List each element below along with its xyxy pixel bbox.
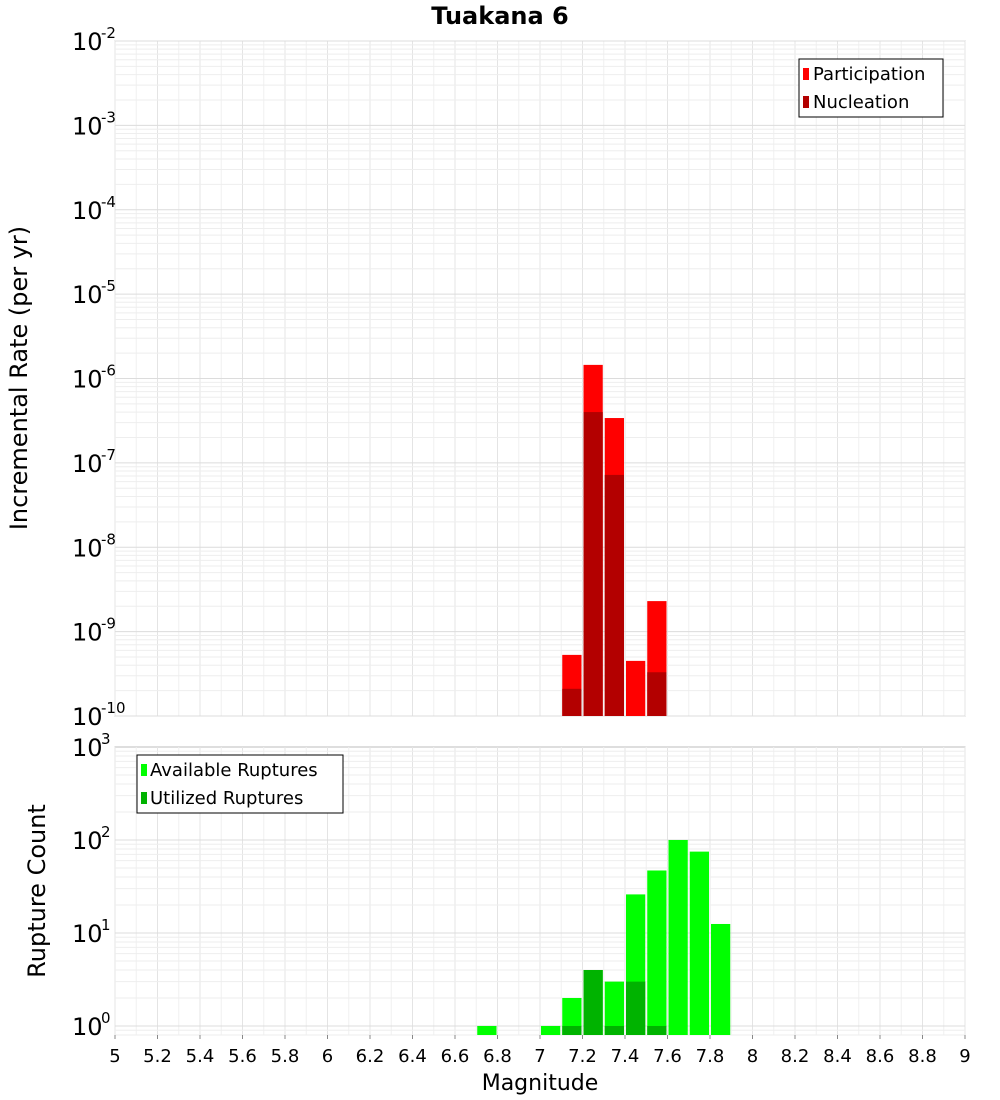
y-tick-exponent: -7 (101, 446, 116, 464)
x-tick-label: 5.6 (228, 1046, 257, 1067)
x-tick-label: 5.8 (271, 1046, 300, 1067)
x-tick-label: 8.4 (823, 1046, 852, 1067)
y-tick-exponent: 3 (101, 730, 111, 748)
count-bars (477, 839, 731, 1035)
y-tick-exponent: 2 (101, 823, 111, 841)
rate-panel: 10-210-310-410-510-610-710-810-910-10 In… (5, 24, 966, 731)
y-tick-label: 10 (72, 112, 103, 140)
x-tick-label: 7.2 (568, 1046, 597, 1067)
magnitude-x-axis-label: Magnitude (482, 1071, 599, 1096)
y-tick-exponent: -4 (101, 193, 116, 211)
magnitude-x-ticks: 5 5.2 5.4 5.6 5.8 6 6.2 6.4 6.6 6.8 7 7.2 7.4 7.6 7.8 8… (109, 1035, 971, 1067)
x-tick-label: 8 (747, 1046, 758, 1067)
y-tick-label: 10 (72, 734, 103, 762)
x-tick-label: 7.6 (653, 1046, 682, 1067)
x-tick-label: 6.4 (398, 1046, 427, 1067)
rate-grid (114, 40, 966, 717)
y-tick-label: 10 (72, 920, 103, 948)
utilized-legend-label: Utilized Ruptures (150, 788, 303, 809)
rate-legend-box (798, 58, 944, 118)
y-tick-label: 10 (72, 28, 103, 56)
utilized-legend-swatch (141, 792, 147, 804)
y-tick-label: 10 (72, 281, 103, 309)
y-tick-exponent: 1 (101, 916, 111, 934)
bar-nucleation (604, 474, 624, 716)
bar-nucleation (647, 672, 667, 716)
x-tick-label: 8.2 (781, 1046, 810, 1067)
y-tick-label: 10 (72, 827, 103, 855)
bar-available-ruptures (647, 870, 667, 1035)
y-tick-exponent: -2 (101, 24, 116, 42)
count-legend-box (136, 754, 344, 814)
participation-legend-swatch (803, 68, 809, 80)
x-tick-label: 6 (322, 1046, 333, 1067)
y-tick-label: 10 (72, 197, 103, 225)
bar-available-ruptures (477, 1025, 497, 1035)
available-legend-label: Available Ruptures (150, 760, 318, 781)
y-tick-exponent: -9 (101, 615, 116, 633)
count-legend: Available Ruptures Utilized Ruptures (136, 754, 344, 814)
y-tick-exponent: -3 (101, 108, 116, 126)
bar-utilized-ruptures (562, 1025, 582, 1035)
x-tick-label: 7.4 (611, 1046, 640, 1067)
bar-available-ruptures (562, 997, 582, 1035)
rate-bars (562, 364, 667, 716)
bar-available-ruptures (711, 923, 731, 1035)
bar-utilized-ruptures (583, 969, 603, 1035)
y-tick-label: 10 (72, 450, 103, 478)
bar-nucleation (562, 688, 582, 716)
x-tick-label: 9 (959, 1046, 970, 1067)
available-legend-swatch (141, 764, 147, 776)
y-tick-label: 10 (72, 1013, 103, 1041)
bar-available-ruptures (689, 851, 709, 1035)
bar-utilized-ruptures (604, 1025, 624, 1035)
x-tick-label: 8.6 (866, 1046, 895, 1067)
bar-available-ruptures (604, 981, 624, 1035)
y-tick-exponent: -6 (101, 362, 116, 380)
bar-utilized-ruptures (647, 1025, 667, 1035)
y-tick-exponent: -8 (101, 530, 116, 548)
bar-nucleation (583, 412, 603, 716)
x-tick-label: 6.8 (483, 1046, 512, 1067)
chart-title: Tuakana 6 (431, 2, 569, 30)
participation-legend-label: Participation (813, 64, 925, 85)
x-tick-label: 6.2 (356, 1046, 385, 1067)
x-tick-label: 5 (109, 1046, 120, 1067)
x-tick-label: 7 (534, 1046, 545, 1067)
bar-utilized-ruptures (626, 981, 646, 1035)
y-tick-exponent: 0 (101, 1009, 111, 1027)
y-tick-label: 10 (72, 366, 103, 394)
y-tick-label: 10 (72, 703, 103, 731)
bar-available-ruptures (668, 839, 688, 1035)
nucleation-legend-label: Nucleation (813, 92, 909, 113)
x-tick-label: 8.8 (908, 1046, 937, 1067)
y-tick-label: 10 (72, 619, 103, 647)
rate-legend: Participation Nucleation (798, 58, 944, 118)
x-tick-label: 6.6 (441, 1046, 470, 1067)
x-tick-label: 7.8 (696, 1046, 725, 1067)
nucleation-legend-swatch (803, 96, 809, 108)
rate-y-ticks: 10-210-310-410-510-610-710-810-910-10 (72, 24, 126, 731)
rate-y-axis-label: Incremental Rate (per yr) (5, 226, 33, 530)
x-tick-label: 5.4 (186, 1046, 215, 1067)
y-tick-exponent: -10 (101, 699, 126, 717)
y-tick-label: 10 (72, 534, 103, 562)
count-y-axis-label: Rupture Count (23, 804, 51, 978)
bar-participation (626, 660, 646, 716)
bar-available-ruptures (541, 1025, 561, 1035)
y-tick-exponent: -5 (101, 277, 116, 295)
x-tick-label: 5.2 (143, 1046, 172, 1067)
